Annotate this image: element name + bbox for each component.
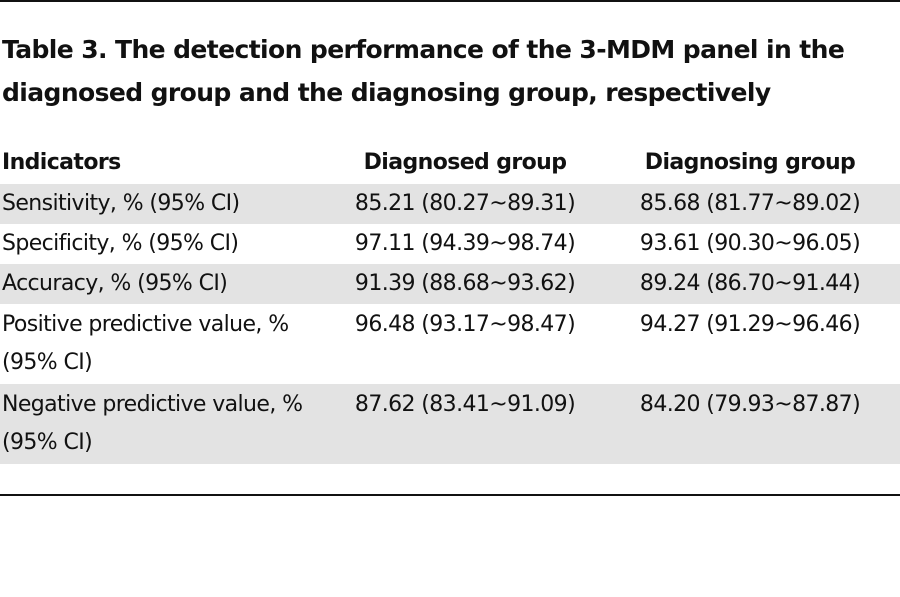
header-indicators: Indicators bbox=[2, 149, 121, 175]
caption-line-2: diagnosed group and the diagnosing group… bbox=[2, 78, 771, 107]
diagnosing-cell: 85.68 (81.77~89.02) bbox=[639, 191, 861, 216]
diagnosed-cell: 96.48 (93.17~98.47) bbox=[354, 312, 576, 337]
indicator-cell: Sensitivity, % (95% CI) bbox=[2, 191, 240, 216]
table-header-row: Indicators Diagnosed group Diagnosing gr… bbox=[0, 140, 900, 184]
table-row: Negative predictive value, % (95% CI) 87… bbox=[0, 384, 900, 464]
table-caption: Table 3. The detection performance of th… bbox=[2, 28, 892, 114]
indicator-cell: Positive predictive value, % (95% CI) bbox=[0, 306, 330, 382]
indicator-cell: Accuracy, % (95% CI) bbox=[2, 271, 228, 296]
indicator-cell: Specificity, % (95% CI) bbox=[2, 231, 239, 256]
diagnosing-cell: 94.27 (91.29~96.46) bbox=[639, 312, 861, 337]
diagnosing-cell: 93.61 (90.30~96.05) bbox=[639, 231, 861, 256]
indicator-line-2: (95% CI) bbox=[2, 430, 93, 455]
indicator-cell: Negative predictive value, % (95% CI) bbox=[0, 386, 330, 462]
indicator-line-1: Positive predictive value, % bbox=[2, 312, 289, 337]
header-diagnosing-group: Diagnosing group bbox=[644, 149, 856, 175]
table-row: Positive predictive value, % (95% CI) 96… bbox=[0, 304, 900, 384]
header-diagnosed-group: Diagnosed group bbox=[363, 149, 567, 175]
top-rule bbox=[0, 0, 900, 2]
table-row: Specificity, % (95% CI) 97.11 (94.39~98.… bbox=[0, 224, 900, 264]
diagnosing-cell: 84.20 (79.93~87.87) bbox=[639, 392, 861, 417]
diagnosing-cell: 89.24 (86.70~91.44) bbox=[639, 271, 861, 296]
diagnosed-cell: 85.21 (80.27~89.31) bbox=[354, 191, 576, 216]
indicator-line-2: (95% CI) bbox=[2, 350, 93, 375]
diagnosed-cell: 91.39 (88.68~93.62) bbox=[354, 271, 576, 296]
table-row: Sensitivity, % (95% CI) 85.21 (80.27~89.… bbox=[0, 184, 900, 224]
caption-line-1: Table 3. The detection performance of th… bbox=[2, 35, 845, 64]
indicator-line-1: Negative predictive value, % bbox=[2, 392, 303, 417]
performance-table: Indicators Diagnosed group Diagnosing gr… bbox=[0, 140, 900, 464]
bottom-rule bbox=[0, 494, 900, 496]
diagnosed-cell: 87.62 (83.41~91.09) bbox=[354, 392, 576, 417]
table-row: Accuracy, % (95% CI) 91.39 (88.68~93.62)… bbox=[0, 264, 900, 304]
diagnosed-cell: 97.11 (94.39~98.74) bbox=[354, 231, 576, 256]
